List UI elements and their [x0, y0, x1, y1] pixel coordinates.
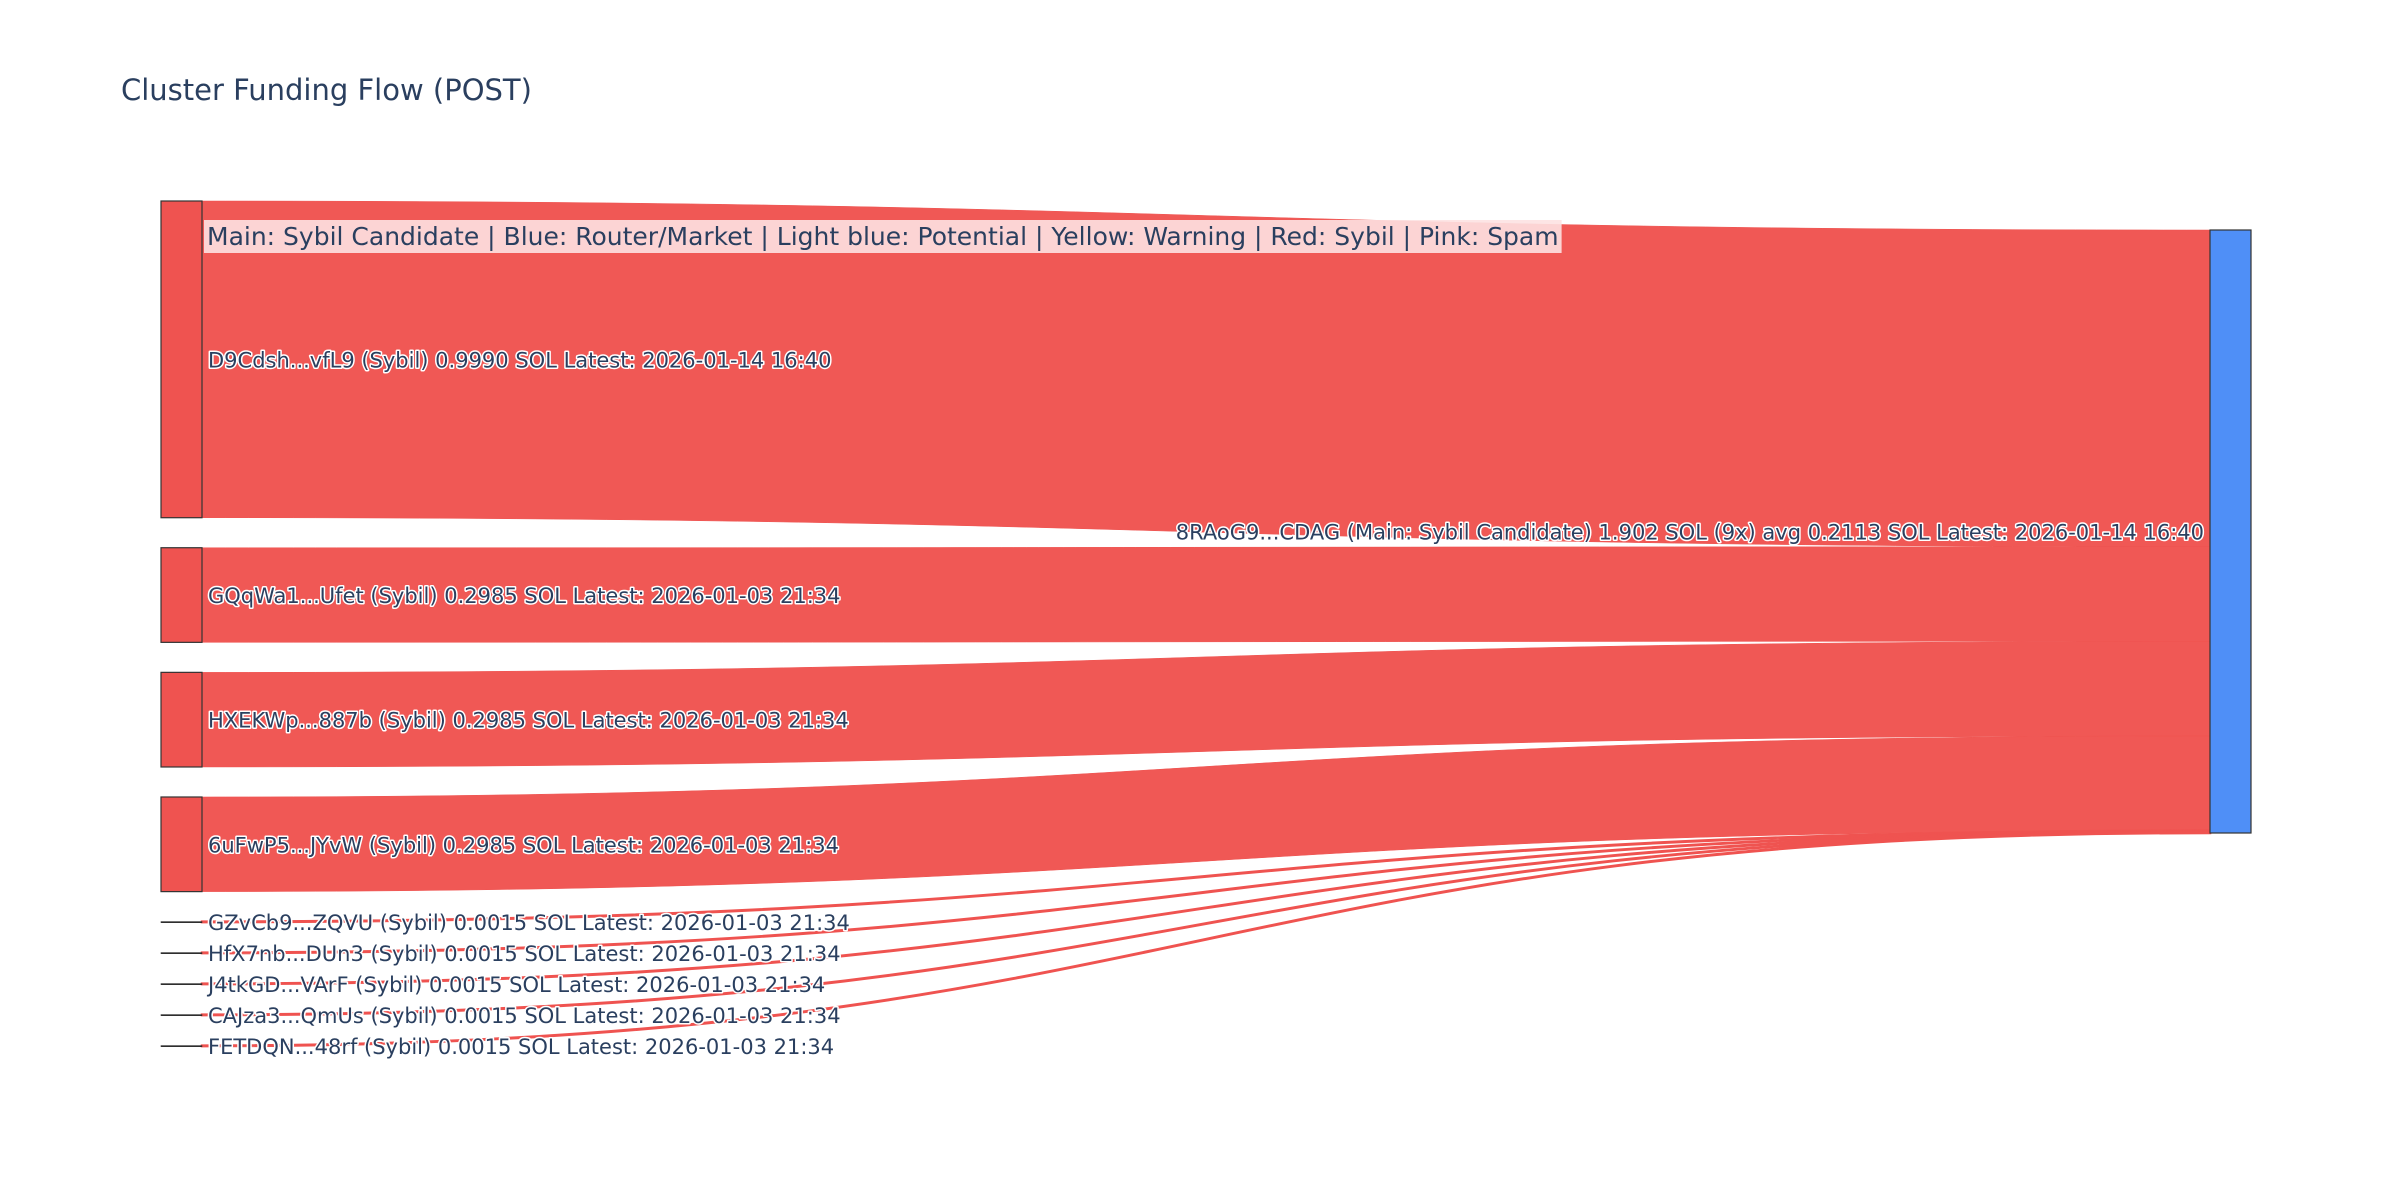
source-node-9[interactable]: [160, 1045, 203, 1047]
legend-annotation: Main: Sybil Candidate | Blue: Router/Mar…: [204, 220, 1562, 253]
legend-background: [204, 220, 1562, 253]
source-label-4: 6uFwP5...JYvW (Sybil) 0.2985 SOL Latest:…: [208, 833, 839, 857]
sankey-labels: D9Cdsh...vfL9 (Sybil) 0.9990 SOL Latest:…: [205, 347, 2206, 1061]
source-node-3[interactable]: [160, 671, 203, 768]
legend-text: Main: Sybil Candidate | Blue: Router/Mar…: [207, 222, 1559, 251]
source-label-7: J4tkGD...VArF (Sybil) 0.0015 SOL Latest:…: [206, 973, 825, 997]
source-node-2[interactable]: [160, 547, 203, 643]
source-node-1[interactable]: [160, 200, 203, 519]
sankey-nodes: [160, 200, 2252, 1047]
source-label-2: GQqWa1...Ufet (Sybil) 0.2985 SOL Latest:…: [208, 584, 841, 608]
source-label-9: FETDQN...48rf (Sybil) 0.0015 SOL Latest:…: [208, 1035, 834, 1059]
source-label-1: D9Cdsh...vfL9 (Sybil) 0.9990 SOL Latest:…: [208, 348, 831, 372]
source-node-4[interactable]: [160, 796, 203, 893]
sankey-links: [200, 200, 2212, 1048]
target-node-main[interactable]: [2209, 229, 2252, 834]
chart-title: Cluster Funding Flow (POST): [121, 73, 532, 107]
source-label-5: GZvCb9...ZQVU (Sybil) 0.0015 SOL Latest:…: [208, 911, 850, 935]
source-node-7[interactable]: [160, 983, 203, 985]
target-label-main: 8RAoG9...CDAG (Main: Sybil Candidate) 1.…: [1176, 521, 2204, 545]
source-label-6: HfX7nb...DUn3 (Sybil) 0.0015 SOL Latest:…: [208, 942, 841, 966]
source-node-8[interactable]: [160, 1014, 203, 1016]
source-label-3: HXEKWp...887b (Sybil) 0.2985 SOL Latest:…: [208, 709, 849, 733]
source-node-5[interactable]: [160, 921, 203, 923]
source-node-6[interactable]: [160, 952, 203, 954]
source-label-8: CAJza3...QmUs (Sybil) 0.0015 SOL Latest:…: [208, 1004, 841, 1028]
